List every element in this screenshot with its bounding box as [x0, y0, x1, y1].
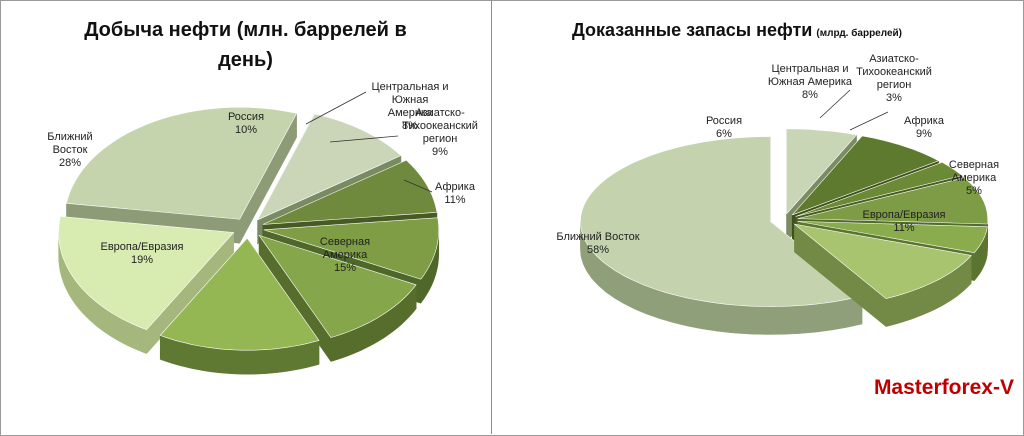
leader-lines — [305, 91, 433, 193]
pie-slice-top — [797, 177, 989, 225]
slice-label-line: Россия — [706, 115, 742, 127]
slice-label: Северная Америка 15% — [320, 236, 370, 274]
slice-label-line: Америка — [388, 107, 433, 119]
slice-label: Африка 11% — [435, 181, 476, 206]
pie-slice — [793, 223, 972, 328]
pie-slice-top — [263, 217, 440, 280]
slice-label-line: Азиатско- — [869, 53, 919, 65]
pie-slice-top — [580, 136, 863, 307]
chart-title-line: Добыча нефти (млн. баррелей в — [84, 19, 407, 41]
pie-slice-top — [797, 221, 988, 254]
chart-title-line: день) — [218, 49, 273, 71]
slice-label-line: Азиатско- — [415, 107, 465, 119]
slice-label-line: Тихоокеанский — [856, 66, 932, 78]
slice-label-line: 58% — [587, 244, 609, 256]
slice-label-line: Южная Америка — [768, 76, 853, 88]
reserves-chart-panel: Доказанные запасы нефти (млрд. баррелей) Р… — [492, 0, 1022, 434]
slice-label-line: регион — [877, 79, 912, 91]
leader-line — [403, 179, 433, 193]
slice-label-line: Центральная и — [771, 63, 848, 75]
slice-label-line: Северная — [320, 236, 370, 248]
pie-slice-top — [792, 135, 940, 216]
reserves-pie-chart: Доказанные запасы нефти (млрд. баррелей) Р… — [556, 20, 999, 335]
pie-slice — [159, 237, 320, 375]
slice-label-line: 28% — [59, 157, 81, 169]
production-pie-chart: Добыча нефти (млн. баррелей в день) Россия… — [47, 19, 478, 375]
slice-label-line: Европа/Евразия — [863, 209, 946, 221]
slice-label-line: 8% — [802, 89, 818, 101]
slice-label-line: Восток — [53, 144, 88, 156]
slice-label: Россия 10% — [228, 111, 264, 136]
slice-label: Азиатско-Тихоокеанский регион 9% — [402, 107, 478, 158]
slice-label-line: 3% — [886, 92, 902, 104]
slice-label-line: Африка — [435, 181, 476, 193]
chart-title: Доказанные запасы нефти (млрд. баррелей) — [572, 20, 902, 40]
pie-slices — [580, 128, 989, 335]
pie-slice-top — [159, 237, 320, 351]
pie-slice — [258, 234, 417, 363]
pie-slice-top — [786, 128, 858, 215]
slice-labels: Россия 6%Центральная и Южная Америка 8%Азиа… — [556, 53, 999, 256]
pie-slice-top — [66, 107, 298, 220]
slice-label: Европа/Евразия 11% — [863, 209, 946, 234]
slice-label-line: 19% — [131, 254, 153, 266]
slice-label: Центральная и Южная Америка 8% — [768, 63, 853, 101]
slice-label-line: Тихоокеанский — [402, 120, 478, 132]
slice-label: Центральная и Южная Америка 8% — [371, 81, 448, 132]
slice-label-line: Африка — [904, 115, 945, 127]
leader-line — [305, 91, 367, 125]
slice-label-line: Северная — [949, 159, 999, 171]
slice-label-line: 9% — [432, 146, 448, 158]
slice-label-line: Ближний Восток — [556, 231, 639, 243]
pie-slice — [580, 136, 863, 335]
slice-label-line: 5% — [966, 185, 982, 197]
panel-divider — [491, 0, 492, 434]
pie-slice-top — [795, 161, 963, 217]
slice-label: Азиатско-Тихоокеанский регион 3% — [856, 53, 932, 104]
watermark-text: Masterforex-V — [873, 376, 1014, 399]
slice-label-line: 8% — [402, 120, 418, 132]
slice-label-line: Америка — [952, 172, 997, 184]
chart-title-text: Доказанные запасы нефти (млрд. баррелей) — [572, 20, 902, 40]
chart-subtitle: (млрд. баррелей) — [816, 27, 902, 39]
pie-slice — [58, 216, 235, 355]
leader-line — [819, 89, 851, 119]
slice-label: Ближний Восток 58% — [556, 231, 639, 256]
slice-label-line: 10% — [235, 124, 257, 136]
slice-label: Северная Америка 5% — [949, 159, 999, 197]
slice-label-line: 11% — [893, 222, 914, 234]
pie-slice-top — [58, 216, 235, 331]
pie-slice-top — [262, 159, 438, 225]
leader-lines — [819, 89, 889, 131]
slice-label-line: 11% — [444, 194, 465, 206]
leader-line — [849, 111, 889, 131]
production-chart-panel: Добыча нефти (млн. баррелей в день) Россия… — [0, 0, 491, 434]
slice-label-line: Южная — [392, 94, 429, 106]
slice-label: Россия 6% — [706, 115, 742, 140]
chart-title: Добыча нефти (млн. баррелей в день) — [84, 19, 407, 71]
slice-label-line: Европа/Евразия — [101, 241, 184, 253]
slice-label-line: Центральная и — [371, 81, 448, 93]
pie-slices — [58, 107, 440, 375]
slice-label: Европа/Евразия 19% — [101, 241, 184, 266]
slice-label-line: 9% — [916, 128, 932, 140]
slice-label-line: Америка — [323, 249, 368, 261]
pie-slice-top — [258, 234, 417, 338]
slice-label-line: Россия — [228, 111, 264, 123]
slice-label-line: 15% — [334, 262, 356, 274]
slice-label-line: 6% — [716, 128, 732, 140]
leader-line — [329, 135, 399, 143]
slice-label-line: Ближний — [47, 131, 92, 143]
slice-label: Африка 9% — [904, 115, 945, 140]
pie-slice-top — [793, 223, 972, 299]
pie-slice-top — [256, 113, 402, 221]
slice-label: Ближний Восток 28% — [47, 131, 92, 169]
slice-label-line: регион — [423, 133, 458, 145]
slice-labels: Россия 10%Центральная и Южная Америка 8%Азиа… — [47, 81, 478, 274]
